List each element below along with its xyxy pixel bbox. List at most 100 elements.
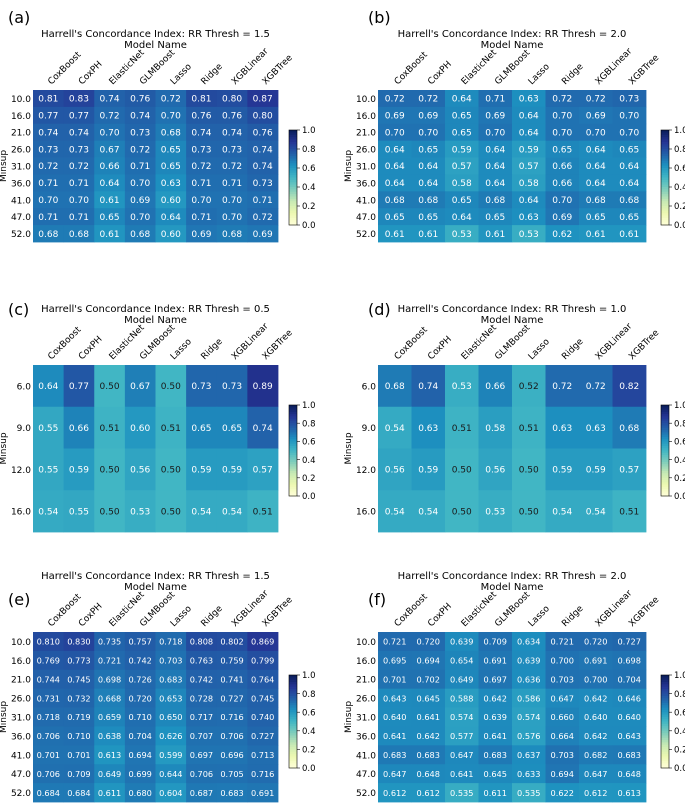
heatmap-cell (378, 650, 412, 671)
cell-value-label: 0.69 (253, 230, 273, 240)
colorbar-segment (661, 448, 669, 451)
colorbar-segment (289, 489, 297, 492)
y-tick-label: 26.0 (356, 695, 376, 705)
cell-value-label: 0.59 (552, 466, 572, 476)
cell-value-label: 0.65 (452, 128, 472, 138)
colorbar-segment (661, 464, 669, 467)
cell-value-label: 0.87 (253, 95, 273, 105)
y-tick-label: 10.0 (11, 95, 31, 105)
cell-value-label: 0.664 (551, 731, 574, 741)
cell-value-label: 0.50 (452, 507, 472, 517)
heatmap-cell (155, 406, 187, 449)
heatmap-cell (186, 490, 218, 533)
colorbar-segment (289, 158, 297, 162)
cell-value-label: 0.727 (618, 637, 641, 647)
heatmap-cell (545, 764, 580, 784)
cell-value-label: 0.71 (38, 179, 58, 189)
heatmap-cell (155, 783, 187, 803)
cell-value-label: 0.71 (69, 179, 89, 189)
colorbar-tick-label: 0.4 (302, 183, 316, 193)
heatmap-cell (378, 191, 412, 209)
cell-value-label: 0.720 (128, 693, 151, 703)
heatmap-cell (579, 745, 613, 765)
heatmap-cell (186, 650, 218, 671)
cell-value-label: 0.69 (586, 112, 606, 122)
cell-value-label: 0.64 (619, 179, 639, 189)
x-tick-label: Ridge (199, 604, 225, 630)
cell-value-label: 0.716 (220, 712, 243, 722)
heatmap-cell (378, 669, 412, 690)
cell-value-label: 0.633 (517, 769, 540, 779)
cell-value-label: 0.612 (584, 788, 607, 798)
heatmap-cell (186, 157, 218, 175)
colorbar-segment (289, 220, 297, 224)
heatmap-cell (155, 123, 187, 142)
y-tick-label: 36.0 (356, 732, 376, 742)
heatmap-cell (63, 669, 95, 690)
heatmap-cell (186, 764, 218, 784)
heatmap-cell (247, 365, 279, 408)
colorbar-segment (289, 196, 297, 200)
heatmap-cell (63, 448, 95, 491)
colorbar-segment (289, 149, 297, 152)
colorbar-segment (289, 170, 297, 174)
cell-value-label: 0.642 (584, 731, 607, 741)
cell-value-label: 0.51 (161, 424, 181, 434)
cell-value-label: 0.72 (385, 95, 405, 105)
colorbar-segment (661, 698, 669, 702)
cell-value-label: 0.810 (37, 637, 60, 647)
colorbar-segment (661, 726, 669, 729)
colorbar-segment (289, 482, 297, 486)
heatmap-cell (247, 669, 279, 690)
cell-value-label: 0.70 (552, 196, 572, 206)
heatmap-cell (186, 191, 218, 209)
cell-value-label: 0.50 (161, 382, 181, 392)
colorbar-tick-label: 0.6 (302, 438, 316, 448)
cell-value-label: 0.70 (222, 213, 242, 223)
heatmap-cell (216, 157, 248, 175)
cell-value-label: 0.65 (452, 196, 472, 206)
colorbar-segment (661, 714, 669, 718)
cell-value-label: 0.67 (100, 145, 120, 155)
cell-value-label: 0.66 (485, 382, 505, 392)
colorbar-tick-label: 0.6 (674, 438, 685, 448)
colorbar-segment (661, 222, 669, 226)
colorbar-segment (289, 441, 297, 445)
heatmap-cell (612, 208, 647, 226)
heatmap-cell (63, 208, 95, 226)
cell-value-label: 0.64 (519, 128, 539, 138)
heatmap-cell (33, 406, 65, 449)
y-tick-label: 47.0 (356, 770, 376, 780)
cell-value-label: 0.72 (69, 162, 89, 172)
heatmap-cell (579, 448, 613, 491)
cell-value-label: 0.64 (519, 196, 539, 206)
cell-value-label: 0.613 (618, 788, 641, 798)
y-tick-label: 36.0 (11, 732, 31, 742)
cell-value-label: 0.599 (159, 750, 182, 760)
heatmap-cell (33, 106, 65, 125)
colorbar-segment (661, 742, 669, 746)
y-axis-label: Minsup (344, 701, 354, 733)
y-tick-label: 21.0 (11, 676, 31, 686)
colorbar-tick-label: 0.4 (302, 456, 316, 466)
heatmap-cell (545, 106, 580, 125)
cell-value-label: 0.81 (191, 95, 211, 105)
colorbar-segment (289, 187, 297, 190)
cell-value-label: 0.81 (38, 95, 58, 105)
cell-value-label: 0.59 (69, 466, 89, 476)
colorbar-segment (289, 681, 297, 685)
cell-value-label: 0.647 (450, 750, 473, 760)
cell-value-label: 0.64 (586, 162, 606, 172)
heatmap-cell (94, 140, 126, 158)
cell-value-label: 0.65 (161, 145, 181, 155)
colorbar-segment (661, 702, 669, 706)
heatmap-cell (478, 726, 513, 746)
panel-label: (e) (8, 590, 30, 609)
heatmap-cell (94, 90, 126, 108)
cell-value-label: 0.61 (100, 230, 120, 240)
heatmap-cell (579, 707, 613, 727)
cell-value-label: 0.65 (586, 213, 606, 223)
y-tick-label: 47.0 (356, 213, 376, 223)
cell-value-label: 0.698 (618, 656, 641, 666)
cell-value-label: 0.61 (619, 230, 639, 240)
